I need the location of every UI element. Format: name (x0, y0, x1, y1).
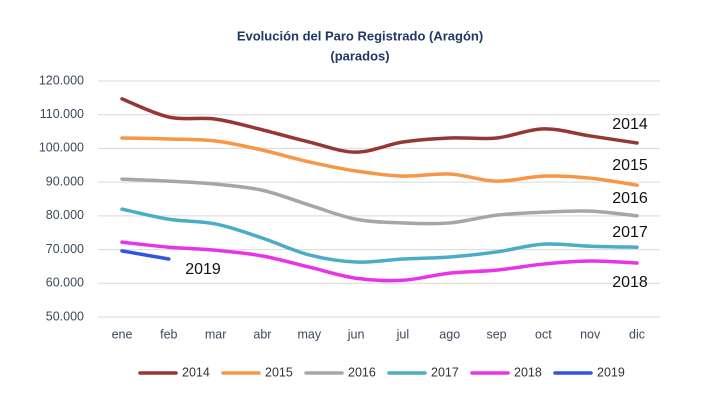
series-line (120, 177, 639, 226)
legend-label: 2019 (597, 365, 625, 379)
x-tick-label: jun (347, 327, 365, 341)
y-tick-label: 70.000 (46, 242, 84, 256)
x-tick-label: abr (253, 327, 271, 341)
x-tick-label: ago (439, 327, 460, 341)
annotation: 2014 (612, 116, 648, 133)
series-line (120, 240, 639, 283)
annotation: 2015 (612, 157, 648, 174)
legend-label: 2016 (348, 365, 376, 379)
x-tick-label: jul (396, 327, 410, 341)
chart-title: Evolución del Paro Registrado (Aragón) (237, 28, 483, 43)
annotation: 2016 (612, 190, 648, 207)
y-tick-label: 120.000 (39, 73, 84, 87)
x-tick-label: sep (486, 327, 506, 341)
chart-subtitle: (parados) (330, 48, 389, 63)
y-tick-label: 80.000 (46, 208, 84, 222)
y-tick-label: 60.000 (46, 276, 84, 290)
legend-label: 2014 (182, 365, 210, 379)
y-tick-label: 100.000 (39, 141, 84, 155)
series-line (120, 249, 171, 261)
series-line (120, 97, 639, 154)
legend-label: 2018 (514, 365, 542, 379)
x-tick-label: nov (580, 327, 601, 341)
y-tick-label: 50.000 (46, 309, 84, 323)
x-tick-label: mar (205, 327, 227, 341)
y-tick-label: 90.000 (46, 174, 84, 188)
annotation: 2018 (612, 274, 648, 291)
legend-label: 2017 (431, 365, 459, 379)
x-tick-label: ene (112, 327, 133, 341)
series-line (120, 207, 639, 264)
y-tick-label: 110.000 (40, 107, 84, 121)
x-tick-label: may (297, 327, 321, 341)
x-tick-label: feb (160, 327, 177, 341)
annotation: 2017 (612, 224, 648, 241)
x-tick-label: oct (535, 327, 552, 341)
series-line (120, 136, 639, 187)
annotation: 2019 (185, 261, 221, 278)
legend-label: 2015 (265, 365, 293, 379)
x-tick-label: dic (629, 327, 645, 341)
